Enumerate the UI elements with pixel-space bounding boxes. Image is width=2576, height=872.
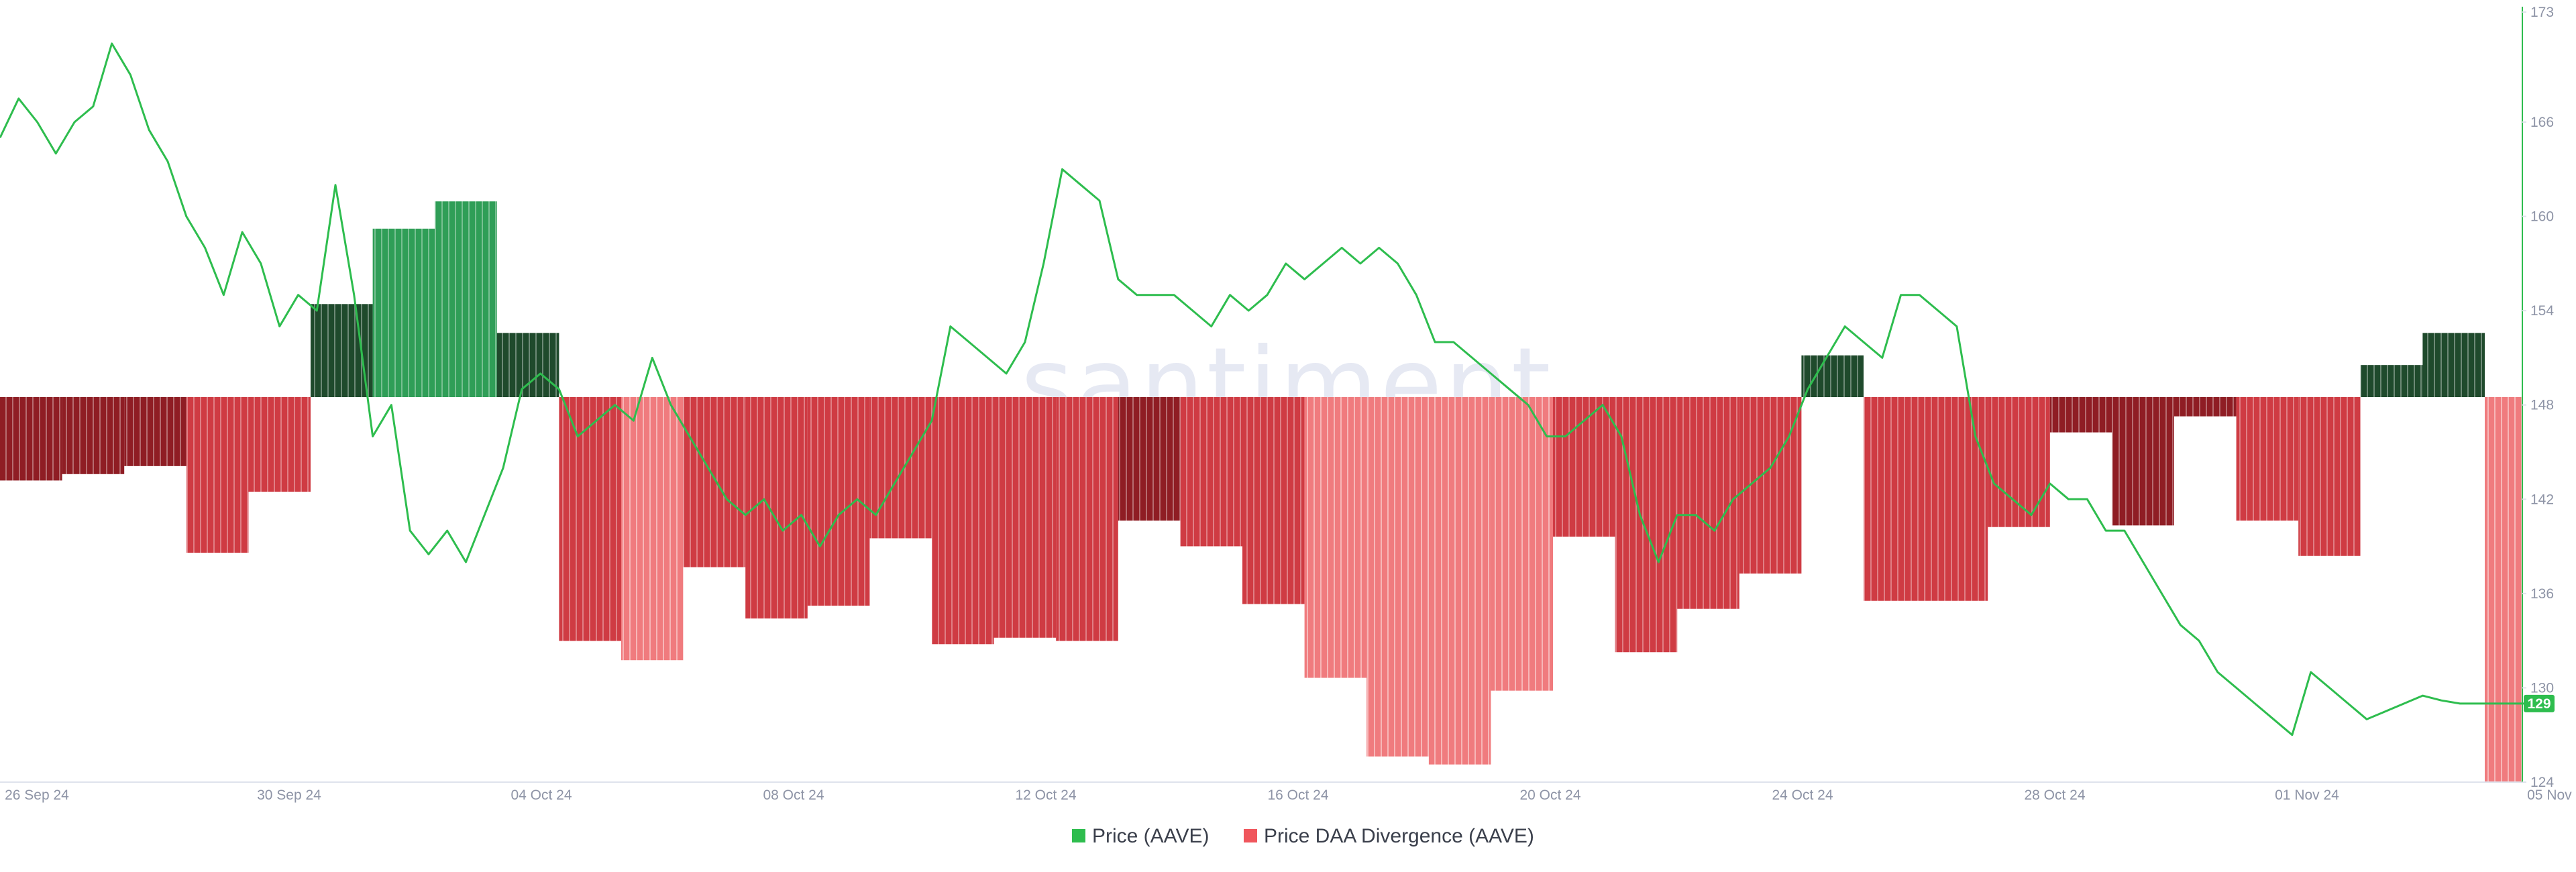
legend-label-1: Price DAA Divergence (AAVE) bbox=[1264, 825, 1534, 847]
divergence-bar-33 bbox=[2049, 397, 2112, 433]
divergence-bar-17 bbox=[1056, 397, 1118, 641]
x-tick-label: 08 Oct 24 bbox=[763, 787, 824, 803]
divergence-bar-19 bbox=[1180, 397, 1242, 547]
divergence-bar-27 bbox=[1677, 397, 1739, 609]
divergence-bar-30 bbox=[1864, 397, 1926, 601]
divergence-bar-25 bbox=[1553, 397, 1615, 537]
legend-label-0: Price (AAVE) bbox=[1092, 825, 1209, 847]
y-tick-label: 173 bbox=[2530, 5, 2554, 20]
divergence-bar-37 bbox=[2298, 397, 2361, 556]
y-tick-label: 136 bbox=[2530, 586, 2554, 602]
x-tick-label: 01 Nov 24 bbox=[2275, 787, 2339, 803]
divergence-bar-12 bbox=[745, 397, 808, 619]
divergence-bar-36 bbox=[2236, 397, 2299, 521]
x-tick-label: 05 Nov 24 bbox=[2527, 787, 2576, 803]
divergence-bar-11 bbox=[683, 397, 746, 567]
divergence-bar-38 bbox=[2360, 365, 2423, 397]
divergence-bar-32 bbox=[1988, 397, 2050, 527]
divergence-bar-1 bbox=[62, 397, 125, 474]
divergence-bar-14 bbox=[869, 397, 932, 539]
divergence-bar-15 bbox=[932, 397, 994, 645]
divergence-bar-6 bbox=[372, 228, 435, 397]
price-tag-value: 129 bbox=[2527, 696, 2551, 712]
divergence-bar-18 bbox=[1118, 397, 1181, 521]
divergence-bar-21 bbox=[1304, 397, 1367, 678]
x-axis-ticks: 26 Sep 24 30 Sep 24 04 Oct 24 08 Oct 24 12 O… bbox=[5, 787, 2576, 803]
divergence-bar-23 bbox=[1428, 397, 1491, 765]
x-tick-label: 30 Sep 24 bbox=[257, 787, 321, 803]
x-tick-label: 26 Sep 24 bbox=[5, 787, 69, 803]
divergence-bar-35 bbox=[2174, 397, 2237, 417]
divergence-bar-3 bbox=[186, 397, 249, 553]
x-tick-label: 04 Oct 24 bbox=[511, 787, 572, 803]
y-axis-ticks: 124 130 136 142 148 154 160 166 173 bbox=[2522, 5, 2554, 790]
price-line bbox=[0, 42, 2547, 737]
y-tick-label: 148 bbox=[2530, 398, 2554, 413]
divergence-bar-9 bbox=[559, 397, 621, 641]
y-tick-label: 142 bbox=[2530, 492, 2554, 507]
divergence-bars bbox=[0, 201, 2522, 782]
divergence-bar-26 bbox=[1615, 397, 1678, 653]
divergence-bar-29 bbox=[1801, 355, 1864, 397]
y-tick-label: 166 bbox=[2530, 115, 2554, 130]
divergence-bar-7 bbox=[435, 201, 497, 397]
price-tag-bg bbox=[2524, 694, 2555, 712]
divergence-bar-5 bbox=[311, 304, 373, 397]
x-tick-label: 20 Oct 24 bbox=[1519, 787, 1580, 803]
y-tick-label: 124 bbox=[2530, 775, 2554, 790]
x-tick-label: 24 Oct 24 bbox=[1772, 787, 1833, 803]
divergence-bar-20 bbox=[1242, 397, 1305, 604]
y-tick-label: 154 bbox=[2530, 303, 2554, 319]
divergence-bar-4 bbox=[248, 397, 311, 492]
legend-swatch-0 bbox=[1072, 829, 1085, 842]
divergence-bar-10 bbox=[621, 397, 684, 661]
divergence-bar-16 bbox=[994, 397, 1057, 638]
y-tick-label: 130 bbox=[2530, 680, 2554, 696]
x-tick-label: 28 Oct 24 bbox=[2024, 787, 2085, 803]
divergence-bar-40 bbox=[2485, 397, 2522, 782]
x-tick-label: 16 Oct 24 bbox=[1267, 787, 1328, 803]
divergence-bar-22 bbox=[1366, 397, 1429, 757]
y-tick-label: 160 bbox=[2530, 209, 2554, 225]
divergence-bar-31 bbox=[1925, 397, 1988, 601]
divergence-bar-39 bbox=[2422, 333, 2485, 397]
price-tag: 129 bbox=[2524, 694, 2555, 712]
divergence-bar-0 bbox=[0, 397, 62, 481]
divergence-bar-24 bbox=[1491, 397, 1553, 691]
divergence-bar-34 bbox=[2112, 397, 2174, 526]
divergence-bar-2 bbox=[124, 397, 186, 466]
x-tick-label: 12 Oct 24 bbox=[1015, 787, 1076, 803]
legend: Price (AAVE) Price DAA Divergence (AAVE) bbox=[1072, 825, 1534, 847]
divergence-bar-8 bbox=[496, 333, 559, 397]
legend-swatch-1 bbox=[1244, 829, 1257, 842]
